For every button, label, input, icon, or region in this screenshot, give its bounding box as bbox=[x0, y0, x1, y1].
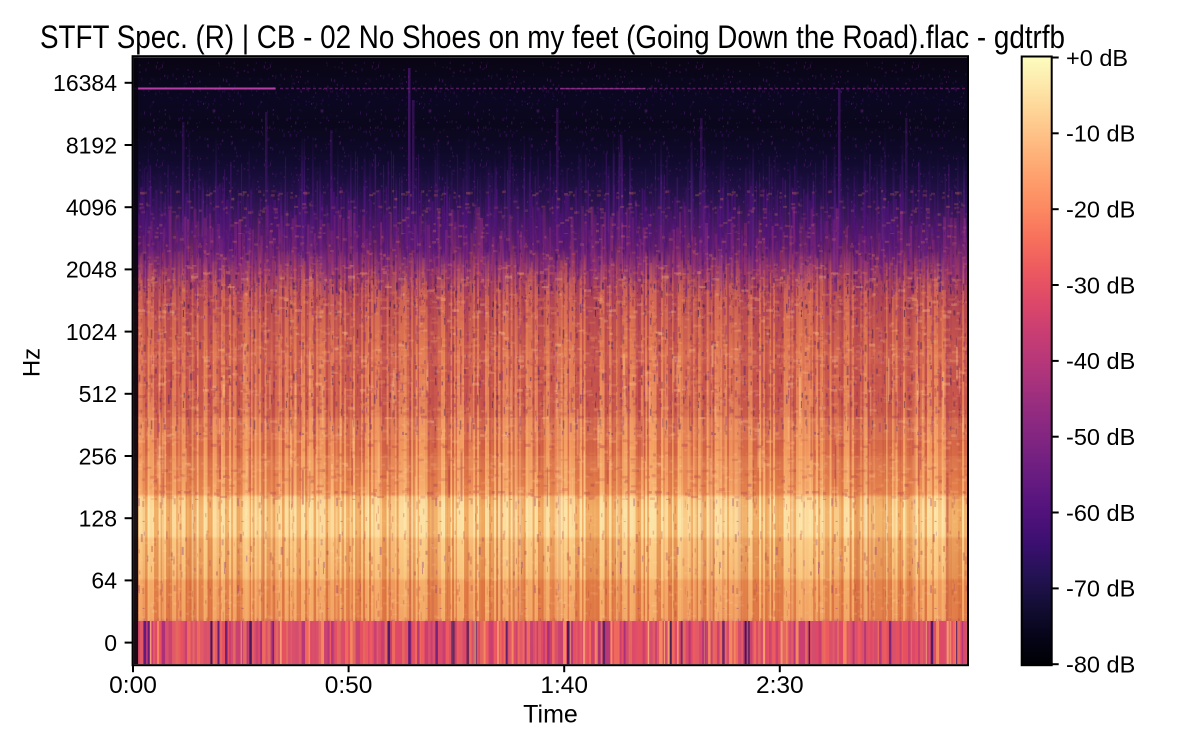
svg-text:0:50: 0:50 bbox=[325, 672, 373, 699]
svg-text:-70 dB: -70 dB bbox=[1066, 576, 1135, 602]
svg-text:Time: Time bbox=[523, 701, 578, 729]
svg-text:Hz: Hz bbox=[19, 348, 46, 377]
svg-text:2:30: 2:30 bbox=[756, 672, 804, 699]
svg-text:-40 dB: -40 dB bbox=[1066, 348, 1135, 374]
svg-text:2048: 2048 bbox=[66, 257, 117, 283]
svg-text:0: 0 bbox=[104, 630, 117, 656]
svg-text:4096: 4096 bbox=[66, 195, 117, 221]
svg-text:1:40: 1:40 bbox=[540, 672, 588, 699]
svg-text:-60 dB: -60 dB bbox=[1066, 500, 1135, 526]
svg-text:256: 256 bbox=[79, 443, 117, 469]
svg-text:-10 dB: -10 dB bbox=[1066, 121, 1135, 147]
svg-text:-20 dB: -20 dB bbox=[1066, 197, 1135, 223]
svg-text:512: 512 bbox=[79, 381, 117, 407]
svg-text:-30 dB: -30 dB bbox=[1066, 272, 1135, 298]
svg-text:STFT Spec. (R) | CB - 02 No Sh: STFT Spec. (R) | CB - 02 No Shoes on my … bbox=[40, 19, 1065, 55]
svg-text:-50 dB: -50 dB bbox=[1066, 424, 1135, 450]
svg-text:8192: 8192 bbox=[66, 132, 117, 158]
svg-text:-80 dB: -80 dB bbox=[1066, 652, 1135, 678]
svg-text:0:00: 0:00 bbox=[109, 672, 157, 699]
svg-text:128: 128 bbox=[79, 506, 117, 532]
svg-text:16384: 16384 bbox=[53, 70, 117, 96]
svg-text:+0 dB: +0 dB bbox=[1066, 45, 1128, 71]
svg-text:1024: 1024 bbox=[66, 319, 117, 345]
svg-text:64: 64 bbox=[91, 568, 117, 594]
